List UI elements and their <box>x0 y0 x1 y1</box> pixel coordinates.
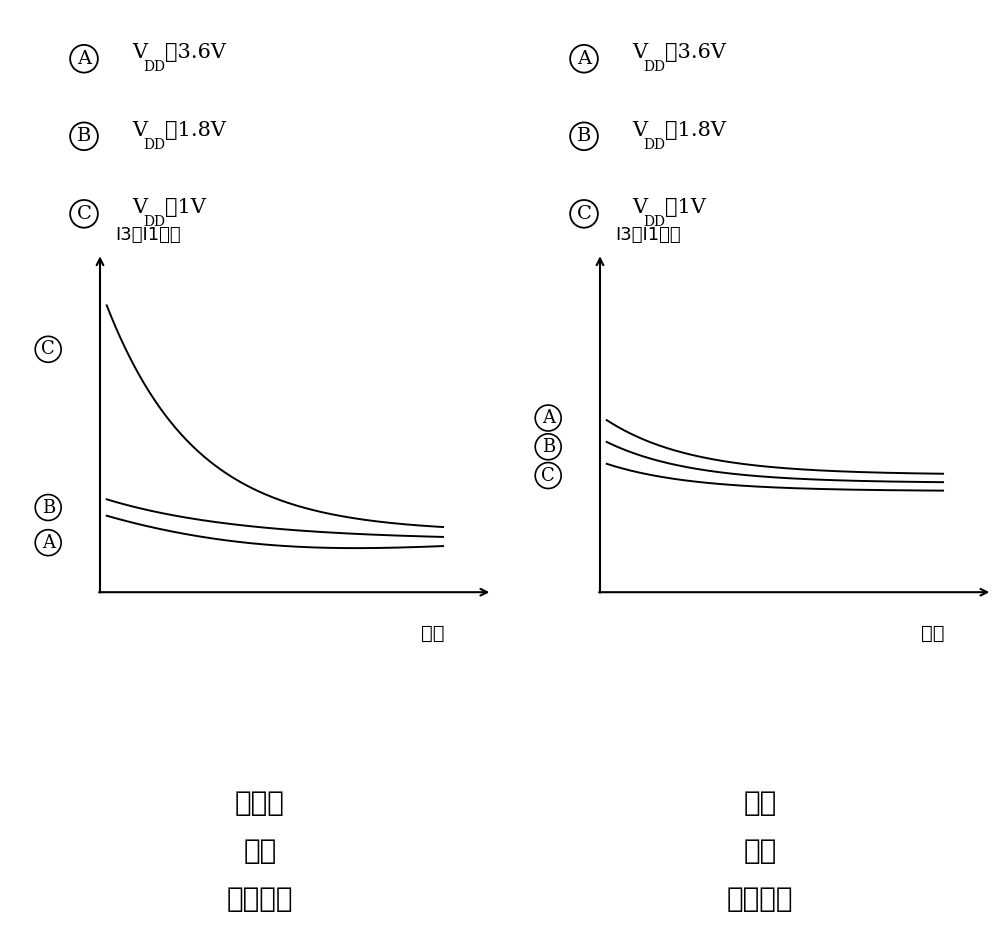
Text: A: A <box>577 50 591 68</box>
Text: DD: DD <box>143 215 165 229</box>
Text: DD: DD <box>143 137 165 151</box>
Text: V: V <box>632 198 648 217</box>
Text: DD: DD <box>643 215 665 229</box>
Text: DD: DD <box>643 60 665 74</box>
Text: 温度: 温度 <box>421 624 445 643</box>
Text: ：1.8V: ：1.8V <box>665 121 726 140</box>
Text: DD: DD <box>143 60 165 74</box>
Text: A: A <box>542 409 555 427</box>
Text: B: B <box>42 498 55 516</box>
Text: B: B <box>542 438 555 456</box>
Text: V: V <box>132 198 148 217</box>
Text: V: V <box>132 121 148 140</box>
Text: 不具有
电压
维持模块: 不具有 电压 维持模块 <box>227 789 293 913</box>
Text: A: A <box>42 534 55 552</box>
Text: ：3.6V: ：3.6V <box>665 43 726 62</box>
Text: V: V <box>632 121 648 140</box>
Text: 具有
电压
维持模块: 具有 电压 维持模块 <box>727 789 793 913</box>
Text: V: V <box>632 43 648 62</box>
Text: V: V <box>132 43 148 62</box>
Text: B: B <box>77 127 91 146</box>
Text: ：1V: ：1V <box>165 198 206 217</box>
Text: ：1.8V: ：1.8V <box>165 121 226 140</box>
Text: C: C <box>41 340 55 358</box>
Text: A: A <box>77 50 91 68</box>
Text: ：1V: ：1V <box>665 198 706 217</box>
Text: ：3.6V: ：3.6V <box>165 43 226 62</box>
Text: I3，I1差异: I3，I1差异 <box>615 226 680 243</box>
Text: DD: DD <box>643 137 665 151</box>
Text: C: C <box>77 205 91 223</box>
Text: C: C <box>577 205 591 223</box>
Text: 温度: 温度 <box>921 624 945 643</box>
Text: C: C <box>541 466 555 484</box>
Text: I3，I1差异: I3，I1差异 <box>115 226 180 243</box>
Text: B: B <box>577 127 591 146</box>
